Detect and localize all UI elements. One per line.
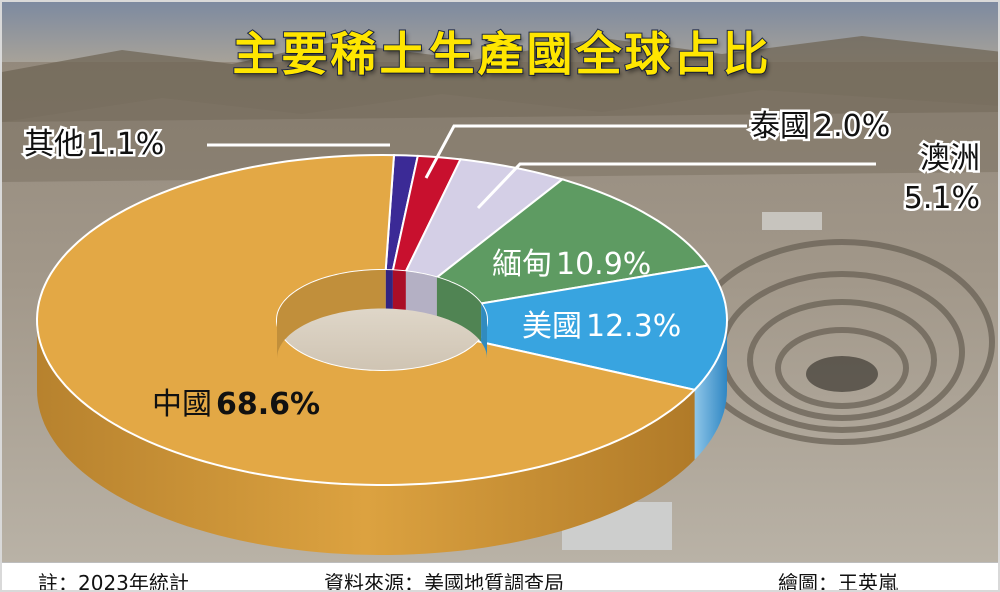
- slice-side-5: [37, 320, 695, 555]
- slice-label-value-5: 68.6%: [216, 387, 320, 422]
- hole-wall-4: [481, 303, 487, 359]
- slice-label-1: 泰國 2.0%: [750, 109, 890, 144]
- donut-chart: 其他 1.1% 泰國 2.0% 澳洲 5.1% 緬甸 10.9% 美國 12.3% 中國 68.6%: [22, 107, 983, 555]
- slice-label-0: 其他 1.1%: [24, 127, 164, 162]
- chart-title: 主要稀土生產國全球占比: [232, 26, 772, 82]
- footer-source: 資料來源：美國地質調查局: [324, 571, 564, 592]
- hole-wall-1: [392, 270, 406, 310]
- slice-label-name-0: 其他: [24, 127, 84, 162]
- leader-line-1: [424, 124, 747, 179]
- hole-wall-5: [277, 270, 386, 359]
- slice-label-name-5: 中國: [152, 387, 212, 422]
- slice-label-value-1: 2.0%: [814, 109, 890, 144]
- slice-label-value-0: 1.1%: [88, 127, 164, 162]
- slice-label-5: 中國 68.6%: [152, 387, 320, 422]
- slice-label-name-2: 澳洲: [920, 141, 980, 176]
- footer-note: 註：2023年統計: [38, 571, 189, 592]
- slice-side-4: [694, 320, 727, 460]
- slice-label-name-3: 緬甸: [492, 247, 552, 282]
- hole-wall-3: [436, 277, 482, 342]
- slice-label-3: 緬甸 10.9%: [492, 247, 651, 282]
- slice-label-value-3: 10.9%: [556, 247, 651, 282]
- leader-line-2: [476, 162, 876, 210]
- slice-label-value-2: 5.1%: [904, 181, 980, 216]
- hole-wall-0: [385, 270, 393, 309]
- footer: 註：2023年統計 資料來源：美國地質調查局 繪圖：王英嵐: [2, 562, 998, 592]
- hole-wall-2: [405, 271, 437, 316]
- slice-label-value-4: 12.3%: [586, 309, 681, 344]
- footer-credit: 繪圖：王英嵐: [778, 571, 898, 592]
- slice-label-name-4: 美國: [522, 309, 582, 344]
- slice-label-4: 美國 12.3%: [522, 309, 681, 344]
- slice-label-name-1: 泰國: [750, 109, 810, 144]
